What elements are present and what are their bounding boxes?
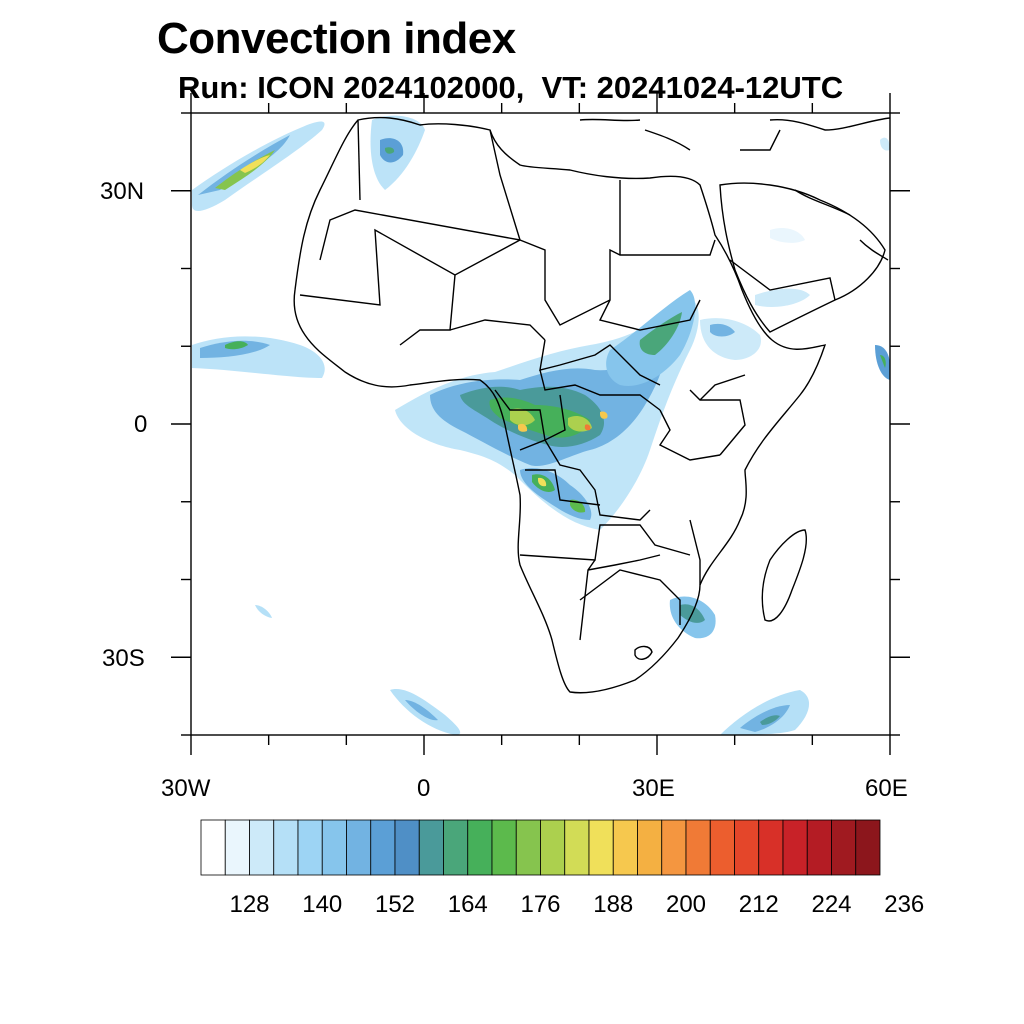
colorbar-label: 212	[739, 891, 779, 918]
chart-title: Convection index	[157, 14, 516, 63]
colorbar-box	[418, 819, 444, 876]
colorbar-box	[637, 819, 663, 876]
colorbar-box	[758, 819, 784, 876]
colorbar-box	[855, 819, 881, 876]
colorbar-label: 140	[302, 891, 342, 918]
colorbar-box	[443, 819, 469, 876]
axis-ticks	[171, 93, 910, 755]
colorbar-label: 176	[520, 891, 560, 918]
colorbar-box	[685, 819, 711, 876]
colorbar-label: 152	[375, 891, 415, 918]
lon-label-60e: 60E	[865, 775, 908, 802]
colorbar-box	[467, 819, 493, 876]
lat-label-0: 0	[134, 411, 148, 438]
colorbar-box	[297, 819, 323, 876]
colorbar-label: 164	[448, 891, 488, 918]
colorbar-box	[564, 819, 590, 876]
lat-label-30n: 30N	[100, 178, 145, 205]
colorbar-boxes	[200, 819, 881, 876]
lon-label-30e: 30E	[632, 775, 675, 802]
coastlines-and-borders	[293, 116, 891, 694]
colorbar-box	[806, 819, 832, 876]
colorbar-box	[831, 819, 857, 876]
colorbar-box	[661, 819, 687, 876]
colorbar-box	[273, 819, 299, 876]
colorbar-box	[200, 819, 226, 876]
colorbar-label: 188	[593, 891, 633, 918]
colorbar-box	[370, 819, 396, 876]
lon-label-30w: 30W	[161, 775, 211, 802]
colorbar-box	[224, 819, 250, 876]
colorbar-box	[394, 819, 420, 876]
colorbar-box	[588, 819, 614, 876]
colorbar-box	[540, 819, 566, 876]
colorbar-box	[249, 819, 275, 876]
colorbar-label: 236	[884, 891, 924, 918]
colorbar-label: 200	[666, 891, 706, 918]
colorbar-box	[515, 819, 541, 876]
chart-subtitle: Run: ICON 2024102000, VT: 20241024-12UTC	[178, 70, 844, 105]
colorbar-box	[734, 819, 760, 876]
colorbar-box	[491, 819, 517, 876]
colorbar-box	[612, 819, 638, 876]
colorbar-box	[709, 819, 735, 876]
colorbar-box	[782, 819, 808, 876]
lat-label-30s: 30S	[102, 645, 145, 672]
lon-label-0: 0	[417, 775, 431, 802]
colorbar-box	[321, 819, 347, 876]
colorbar-label: 128	[229, 891, 269, 918]
convection-field	[192, 115, 891, 735]
colorbar-label: 224	[811, 891, 851, 918]
colorbar-labels: 128 140 152 164 176 188 200 212 224 236	[229, 891, 924, 918]
colorbar-box	[346, 819, 372, 876]
